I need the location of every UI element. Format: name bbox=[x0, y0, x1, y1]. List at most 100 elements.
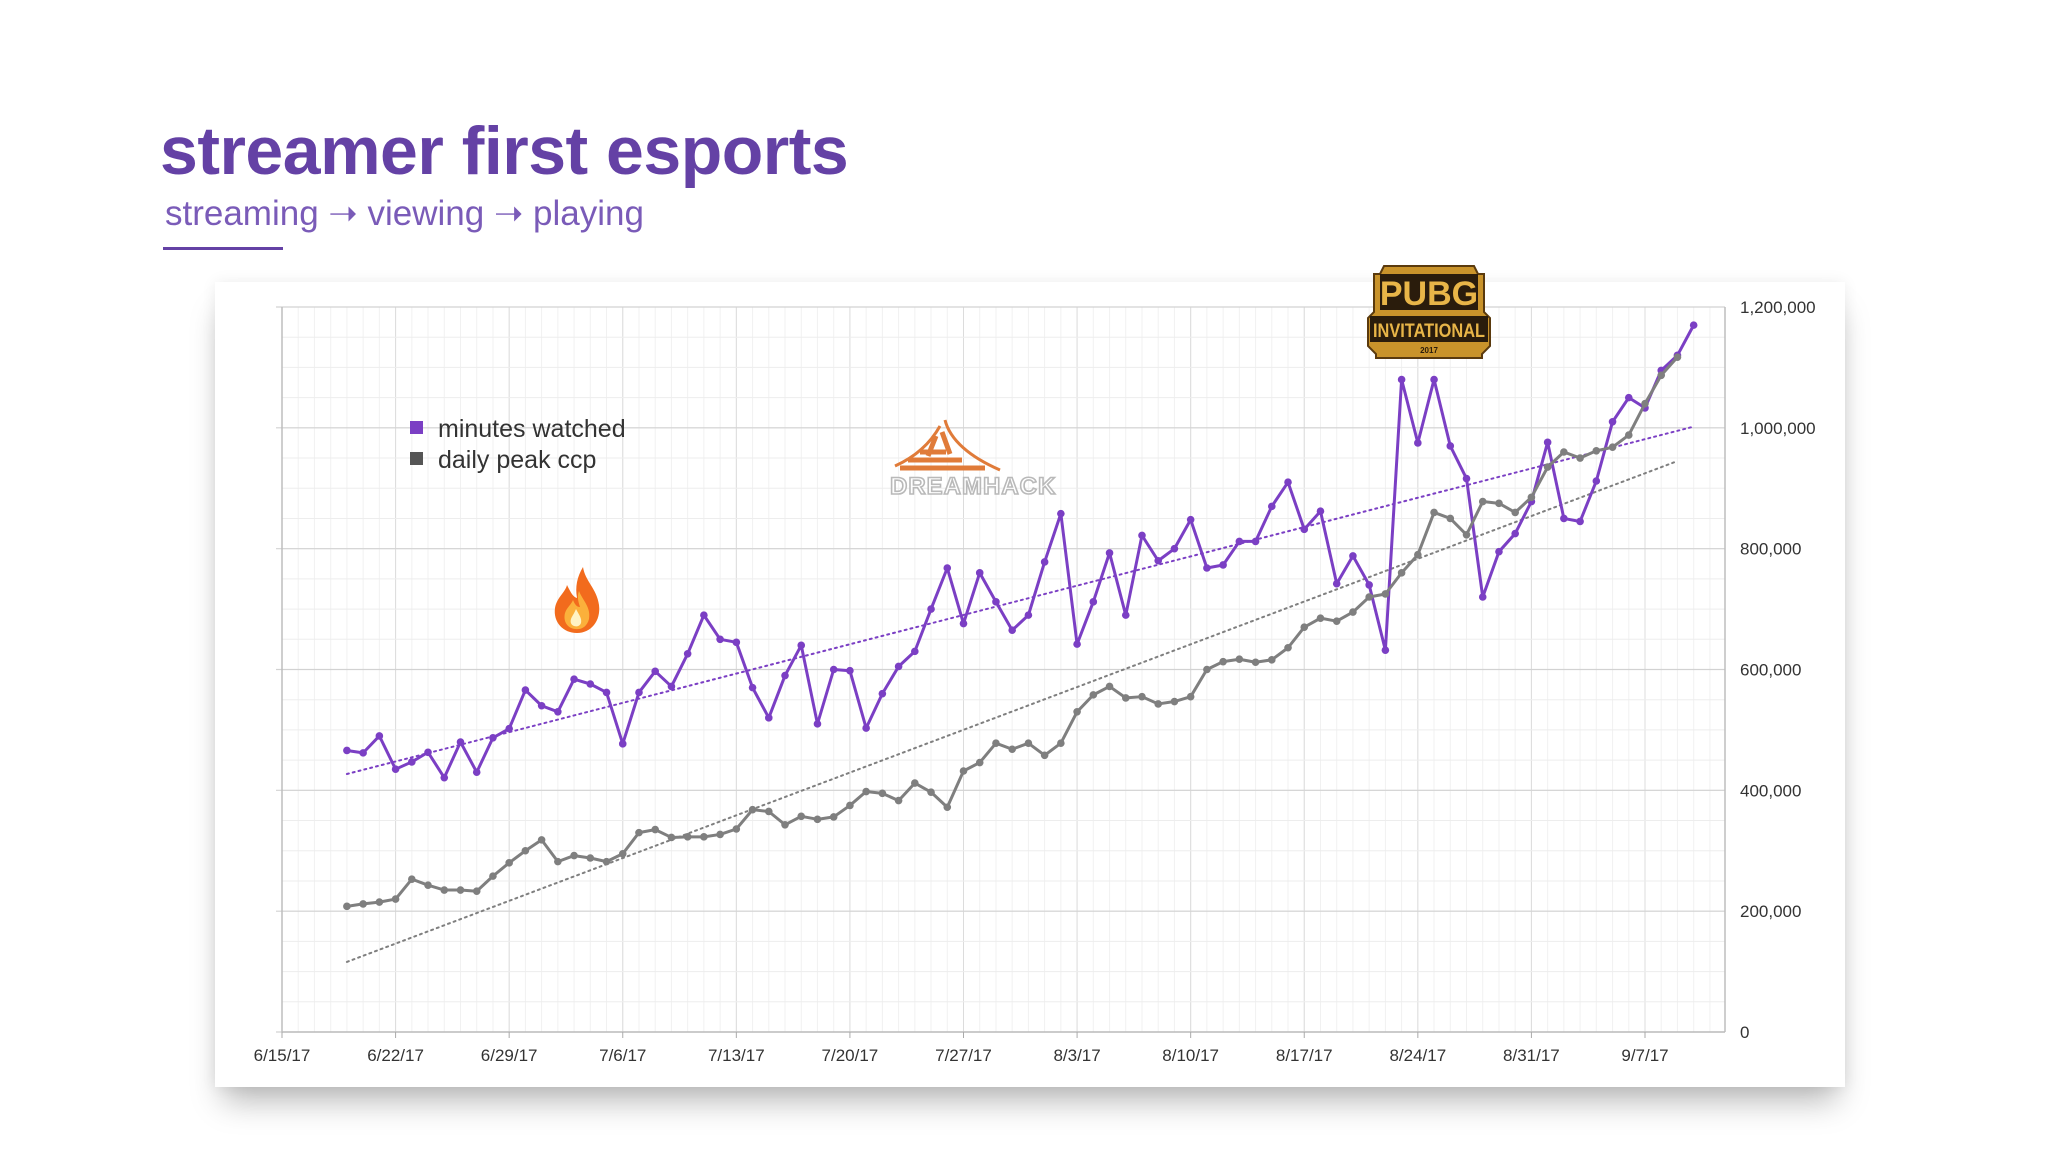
x-tick-label: 8/3/17 bbox=[1053, 1046, 1100, 1065]
data-point-daily-peak-ccp bbox=[1121, 694, 1130, 702]
data-point-daily-peak-ccp bbox=[618, 849, 627, 858]
data-point-minutes-watched bbox=[1219, 561, 1227, 569]
data-point-minutes-watched bbox=[635, 688, 643, 697]
data-point-daily-peak-ccp bbox=[1186, 692, 1195, 701]
data-point-daily-peak-ccp bbox=[797, 812, 806, 821]
arrow-right-icon: ➝ bbox=[328, 194, 358, 233]
data-point-daily-peak-ccp bbox=[959, 767, 968, 775]
legend-label-daily-peak-ccp: daily peak ccp bbox=[438, 446, 596, 474]
data-point-minutes-watched bbox=[505, 724, 513, 733]
data-point-minutes-watched bbox=[1576, 517, 1584, 526]
data-point-daily-peak-ccp bbox=[1511, 508, 1519, 517]
data-point-daily-peak-ccp bbox=[408, 875, 416, 883]
pubg-year-text: 2017 bbox=[1420, 346, 1438, 355]
fire-logo-icon bbox=[554, 567, 600, 633]
data-point-daily-peak-ccp bbox=[1154, 700, 1163, 708]
data-point-minutes-watched bbox=[1154, 556, 1163, 565]
data-point-minutes-watched bbox=[1624, 393, 1633, 402]
data-point-daily-peak-ccp bbox=[1608, 443, 1617, 451]
y-tick-label: 600,000 bbox=[1740, 661, 1801, 680]
data-point-minutes-watched bbox=[1267, 502, 1276, 511]
legend-swatch-daily-peak-ccp bbox=[410, 452, 423, 465]
x-tick-label: 6/15/17 bbox=[254, 1046, 311, 1065]
data-point-daily-peak-ccp bbox=[1040, 751, 1049, 760]
data-point-minutes-watched bbox=[683, 649, 692, 658]
data-point-minutes-watched bbox=[732, 638, 741, 647]
arrow-right-icon: ➝ bbox=[493, 194, 524, 233]
data-point-minutes-watched bbox=[667, 682, 676, 691]
data-point-minutes-watched bbox=[1349, 552, 1357, 560]
data-point-daily-peak-ccp bbox=[667, 833, 676, 842]
data-point-daily-peak-ccp bbox=[1624, 431, 1633, 439]
data-point-minutes-watched bbox=[797, 641, 806, 650]
data-point-daily-peak-ccp bbox=[456, 886, 465, 894]
data-point-minutes-watched bbox=[1397, 375, 1406, 384]
data-point-minutes-watched bbox=[391, 765, 400, 773]
y-tick-label: 800,000 bbox=[1740, 540, 1801, 559]
data-point-minutes-watched bbox=[1332, 579, 1341, 588]
data-point-minutes-watched bbox=[1040, 558, 1049, 566]
data-point-daily-peak-ccp bbox=[927, 788, 935, 796]
data-point-minutes-watched bbox=[1235, 537, 1244, 546]
data-point-daily-peak-ccp bbox=[1300, 623, 1309, 632]
data-point-daily-peak-ccp bbox=[586, 854, 595, 862]
data-point-daily-peak-ccp bbox=[1397, 569, 1406, 577]
data-point-minutes-watched bbox=[408, 758, 416, 766]
data-point-daily-peak-ccp bbox=[975, 758, 984, 767]
data-point-daily-peak-ccp bbox=[1430, 508, 1438, 517]
dreamhack-logo: DREAMHACK bbox=[889, 419, 1056, 501]
data-point-minutes-watched bbox=[959, 619, 968, 628]
data-point-daily-peak-ccp bbox=[1219, 657, 1227, 666]
data-point-daily-peak-ccp bbox=[1089, 691, 1098, 699]
data-point-daily-peak-ccp bbox=[554, 857, 562, 866]
data-point-minutes-watched bbox=[829, 665, 838, 674]
data-point-minutes-watched bbox=[1057, 509, 1065, 518]
x-tick-label: 8/17/17 bbox=[1276, 1046, 1333, 1065]
data-point-daily-peak-ccp bbox=[1284, 643, 1292, 652]
data-point-daily-peak-ccp bbox=[1414, 550, 1422, 559]
data-point-daily-peak-ccp bbox=[375, 898, 384, 906]
data-point-minutes-watched bbox=[1462, 474, 1471, 483]
data-point-minutes-watched bbox=[1089, 598, 1098, 606]
data-point-daily-peak-ccp bbox=[1349, 608, 1357, 616]
data-point-minutes-watched bbox=[878, 689, 887, 698]
data-point-daily-peak-ccp bbox=[602, 857, 611, 866]
data-point-daily-peak-ccp bbox=[1170, 697, 1179, 706]
data-point-daily-peak-ccp bbox=[878, 789, 887, 798]
data-point-daily-peak-ccp bbox=[748, 805, 757, 814]
data-point-daily-peak-ccp bbox=[359, 900, 367, 908]
y-tick-label: 200,000 bbox=[1740, 902, 1801, 921]
data-point-minutes-watched bbox=[472, 768, 481, 777]
data-point-daily-peak-ccp bbox=[424, 881, 432, 889]
data-point-minutes-watched bbox=[911, 647, 919, 656]
x-tick-label: 7/27/17 bbox=[935, 1046, 992, 1065]
x-tick-label: 9/7/17 bbox=[1621, 1046, 1668, 1065]
data-point-daily-peak-ccp bbox=[1057, 739, 1065, 748]
data-point-daily-peak-ccp bbox=[1381, 590, 1390, 598]
data-point-minutes-watched bbox=[1592, 477, 1601, 485]
data-point-daily-peak-ccp bbox=[391, 895, 400, 903]
dreamhack-wordmark: DREAMHACK bbox=[890, 473, 1056, 500]
data-point-daily-peak-ccp bbox=[1365, 593, 1373, 601]
data-point-daily-peak-ccp bbox=[846, 801, 854, 810]
legend-swatch-minutes-watched bbox=[410, 421, 423, 434]
data-point-daily-peak-ccp bbox=[1592, 446, 1601, 455]
data-point-daily-peak-ccp bbox=[472, 887, 481, 896]
data-point-daily-peak-ccp bbox=[1478, 497, 1487, 506]
x-tick-label: 7/20/17 bbox=[822, 1046, 879, 1065]
data-point-daily-peak-ccp bbox=[1446, 514, 1455, 523]
data-point-minutes-watched bbox=[424, 748, 432, 757]
data-point-daily-peak-ccp bbox=[1024, 739, 1033, 748]
data-point-minutes-watched bbox=[375, 732, 384, 740]
data-point-daily-peak-ccp bbox=[813, 815, 822, 824]
data-point-daily-peak-ccp bbox=[537, 836, 546, 844]
data-point-minutes-watched bbox=[359, 749, 367, 757]
data-point-daily-peak-ccp bbox=[1673, 353, 1682, 361]
data-point-minutes-watched bbox=[1024, 611, 1033, 619]
trendline-daily-peak-ccp bbox=[345, 460, 1679, 963]
data-point-minutes-watched bbox=[489, 733, 497, 742]
data-point-minutes-watched bbox=[1608, 417, 1617, 426]
data-point-minutes-watched bbox=[1186, 515, 1195, 524]
data-point-minutes-watched bbox=[943, 564, 952, 572]
slide-title: streamer first esports bbox=[160, 113, 849, 189]
